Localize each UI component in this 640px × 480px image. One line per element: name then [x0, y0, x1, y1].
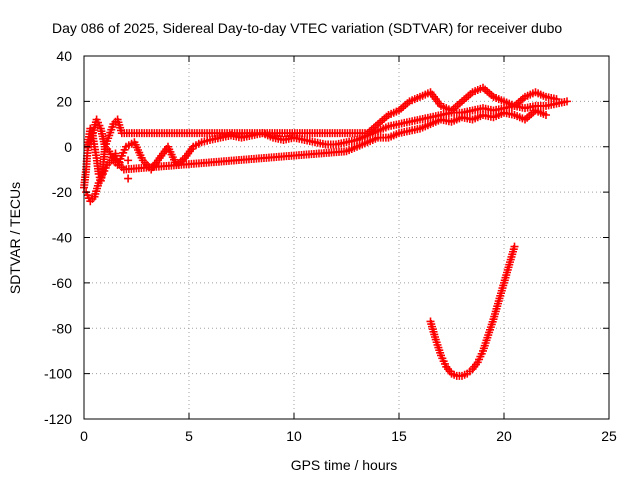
series-upper-band — [84, 83, 561, 151]
x-axis-label: GPS time / hours — [291, 457, 398, 473]
y-tick-label: -120 — [44, 411, 72, 427]
data-point — [86, 124, 95, 133]
axis-ticks: 0 5 10 15 20 25 -120 -100 -80 -60 -40 -20 0 20 40 — [44, 48, 617, 444]
y-tick-label: -100 — [44, 366, 72, 382]
y-tick-label: 20 — [56, 93, 72, 109]
y-tick-label: -80 — [52, 320, 72, 336]
series-outliers — [111, 149, 133, 183]
chart-title: Day 086 of 2025, Sidereal Day-to-day VTE… — [52, 20, 562, 36]
y-tick-label: -60 — [52, 275, 72, 291]
y-tick-label: -20 — [52, 184, 72, 200]
data-point — [542, 110, 550, 119]
data-point — [510, 242, 519, 251]
data-point — [115, 158, 124, 167]
x-tick-label: 20 — [496, 428, 512, 444]
x-tick-label: 15 — [391, 428, 407, 444]
x-tick-label: 25 — [601, 428, 617, 444]
y-tick-label: 0 — [64, 139, 72, 155]
data-point — [111, 149, 120, 158]
x-tick-label: 0 — [80, 428, 88, 444]
y-axis-label: SDTVAR / TECUs — [7, 182, 23, 294]
x-tick-label: 10 — [286, 428, 302, 444]
x-tick-label: 5 — [185, 428, 193, 444]
data-points — [80, 83, 571, 380]
y-tick-label: -40 — [52, 230, 72, 246]
series-dip-curve — [426, 242, 519, 380]
data-point — [563, 97, 571, 106]
series-lower-band — [82, 106, 550, 206]
data-point — [124, 174, 133, 183]
data-point — [124, 156, 133, 165]
data-point — [552, 95, 561, 104]
y-tick-label: 40 — [56, 48, 72, 64]
